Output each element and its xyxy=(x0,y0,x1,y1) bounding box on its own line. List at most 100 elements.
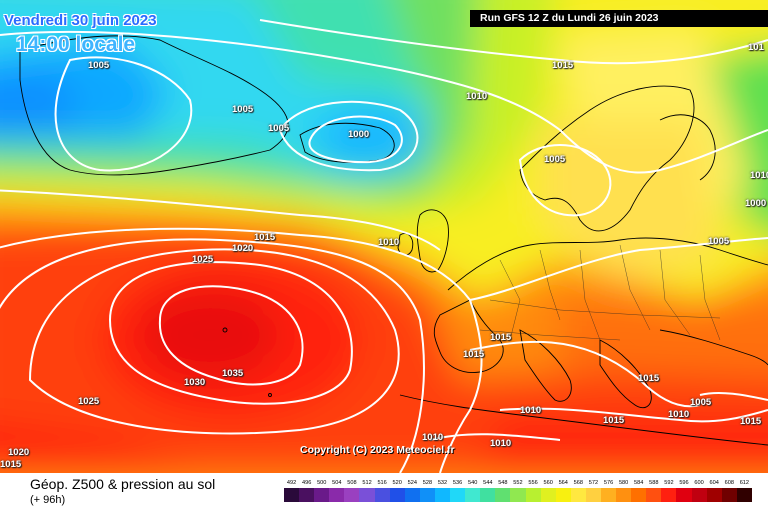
legend-swatch xyxy=(691,488,707,502)
legend-swatch xyxy=(434,488,451,502)
isobar-label: 1020 xyxy=(8,447,30,458)
legend-label: 504 xyxy=(332,480,342,486)
legend-label: 512 xyxy=(362,480,372,486)
isobar-label: 1005 xyxy=(690,397,712,408)
isobar-label: 1015 xyxy=(603,415,625,426)
isobar-label: 1000 xyxy=(745,198,767,209)
legend-label: 572 xyxy=(588,480,599,486)
isobars xyxy=(0,19,768,473)
legend-label: 600 xyxy=(694,480,704,486)
legend-label: 496 xyxy=(301,480,312,486)
legend-label: 528 xyxy=(422,480,433,486)
legend-swatch xyxy=(450,488,466,502)
weather-map: Vendredi 30 juin 2023 14:00 locale Run G… xyxy=(0,0,768,473)
copyright: Copyright (C) 2023 Meteociel.fr xyxy=(300,444,455,456)
legend-label: 576 xyxy=(603,480,614,486)
legend-swatch xyxy=(600,488,617,502)
isobar-label: 1010 xyxy=(490,438,512,449)
legend-label: 540 xyxy=(468,480,478,486)
legend-label: 520 xyxy=(392,480,402,486)
legend-swatch xyxy=(706,488,722,502)
isobar-label: 1015 xyxy=(490,332,512,343)
legend-labels: 492 496 500 504 508 512 516 520 524 528 532 536 540 5… xyxy=(284,478,752,488)
legend-label: 500 xyxy=(317,480,327,486)
coastlines xyxy=(19,35,768,446)
legend-swatch xyxy=(299,488,315,502)
isobar-label: 1015 xyxy=(740,416,762,427)
legend-label: 492 xyxy=(286,480,297,486)
isobar-label: 1015 xyxy=(638,373,660,384)
footer-title: Géop. Z500 & pression au sol xyxy=(30,476,216,492)
legend-label: 508 xyxy=(347,480,357,486)
color-legend: 492 496 500 504 508 512 516 520 524 528 532 536 540 5… xyxy=(284,478,752,502)
legend-swatch xyxy=(404,488,420,502)
legend-swatch xyxy=(344,488,360,502)
run-banner: Run GFS 12 Z du Lundi 26 juin 2023 xyxy=(470,10,768,27)
map-canvas xyxy=(0,0,768,473)
legend-swatch xyxy=(676,488,692,502)
isobar-label: 1015 xyxy=(254,232,276,243)
legend-label: 592 xyxy=(664,480,674,486)
legend-swatches xyxy=(284,488,752,502)
footer-subtitle: (+ 96h) xyxy=(30,494,66,506)
isobar-label: 1005 xyxy=(232,104,254,115)
legend-swatch xyxy=(389,488,405,502)
isobar-label: 1010 xyxy=(378,237,400,248)
legend-swatch xyxy=(284,488,300,502)
isobar-label: 1010 xyxy=(422,432,444,443)
legend-label: 516 xyxy=(377,480,387,486)
legend-swatch xyxy=(570,488,586,502)
legend-label: 568 xyxy=(573,480,583,486)
legend-swatch xyxy=(540,488,556,502)
isobar-label: 1030 xyxy=(184,377,206,388)
forecast-date: Vendredi 30 juin 2023 xyxy=(4,12,157,29)
legend-swatch xyxy=(616,488,632,502)
isobar-label: 1005 xyxy=(708,236,730,247)
legend-label: 564 xyxy=(558,480,568,486)
isobar-label: 101 xyxy=(748,42,764,53)
legend-label: 524 xyxy=(407,480,417,486)
forecast-time: 14:00 locale xyxy=(16,33,136,56)
isobar-label: 1005 xyxy=(268,123,290,134)
isobar-label: 1015 xyxy=(0,459,22,470)
isobar-label: 1010 xyxy=(466,91,488,102)
legend-label: 596 xyxy=(679,480,689,486)
isobar-label: 1000 xyxy=(348,129,370,140)
isobar-label: 1025 xyxy=(78,396,100,407)
legend-label: 584 xyxy=(634,480,644,486)
legend-label: 556 xyxy=(528,480,538,486)
isobar-label: 1035 xyxy=(222,368,244,379)
legend-swatch xyxy=(525,488,541,502)
legend-label: 612 xyxy=(739,480,750,486)
isobar-label: 1010 xyxy=(750,170,768,181)
legend-label: 536 xyxy=(452,480,463,486)
legend-label: 580 xyxy=(618,480,629,486)
legend-swatch xyxy=(721,488,737,502)
legend-swatch xyxy=(646,488,662,502)
legend-swatch xyxy=(510,488,526,502)
isobar-label: 1005 xyxy=(544,154,566,165)
legend-swatch xyxy=(465,488,481,502)
legend-label: 532 xyxy=(437,480,448,486)
legend-swatch xyxy=(495,488,511,502)
legend-label: 544 xyxy=(483,480,493,486)
legend-swatch xyxy=(329,488,345,502)
legend-swatch xyxy=(359,488,375,502)
legend-label: 548 xyxy=(498,480,508,486)
isobar-label: 1025 xyxy=(192,254,214,265)
legend-swatch xyxy=(631,488,647,502)
country-borders xyxy=(479,244,721,341)
isobar-label: 1015 xyxy=(552,60,574,71)
legend-swatch xyxy=(736,488,752,502)
isobar-label: 1010 xyxy=(668,409,690,420)
legend-label: 560 xyxy=(543,480,553,486)
isobar-label: 1015 xyxy=(463,349,485,360)
legend-swatch xyxy=(314,488,330,502)
isobar-label: 1010 xyxy=(520,405,542,416)
legend-label: 604 xyxy=(709,480,719,486)
legend-label: 608 xyxy=(724,480,734,486)
legend-label: 552 xyxy=(513,480,523,486)
legend-swatch xyxy=(419,488,435,502)
isobar-label: 1005 xyxy=(88,60,110,71)
legend-swatch xyxy=(480,488,496,502)
